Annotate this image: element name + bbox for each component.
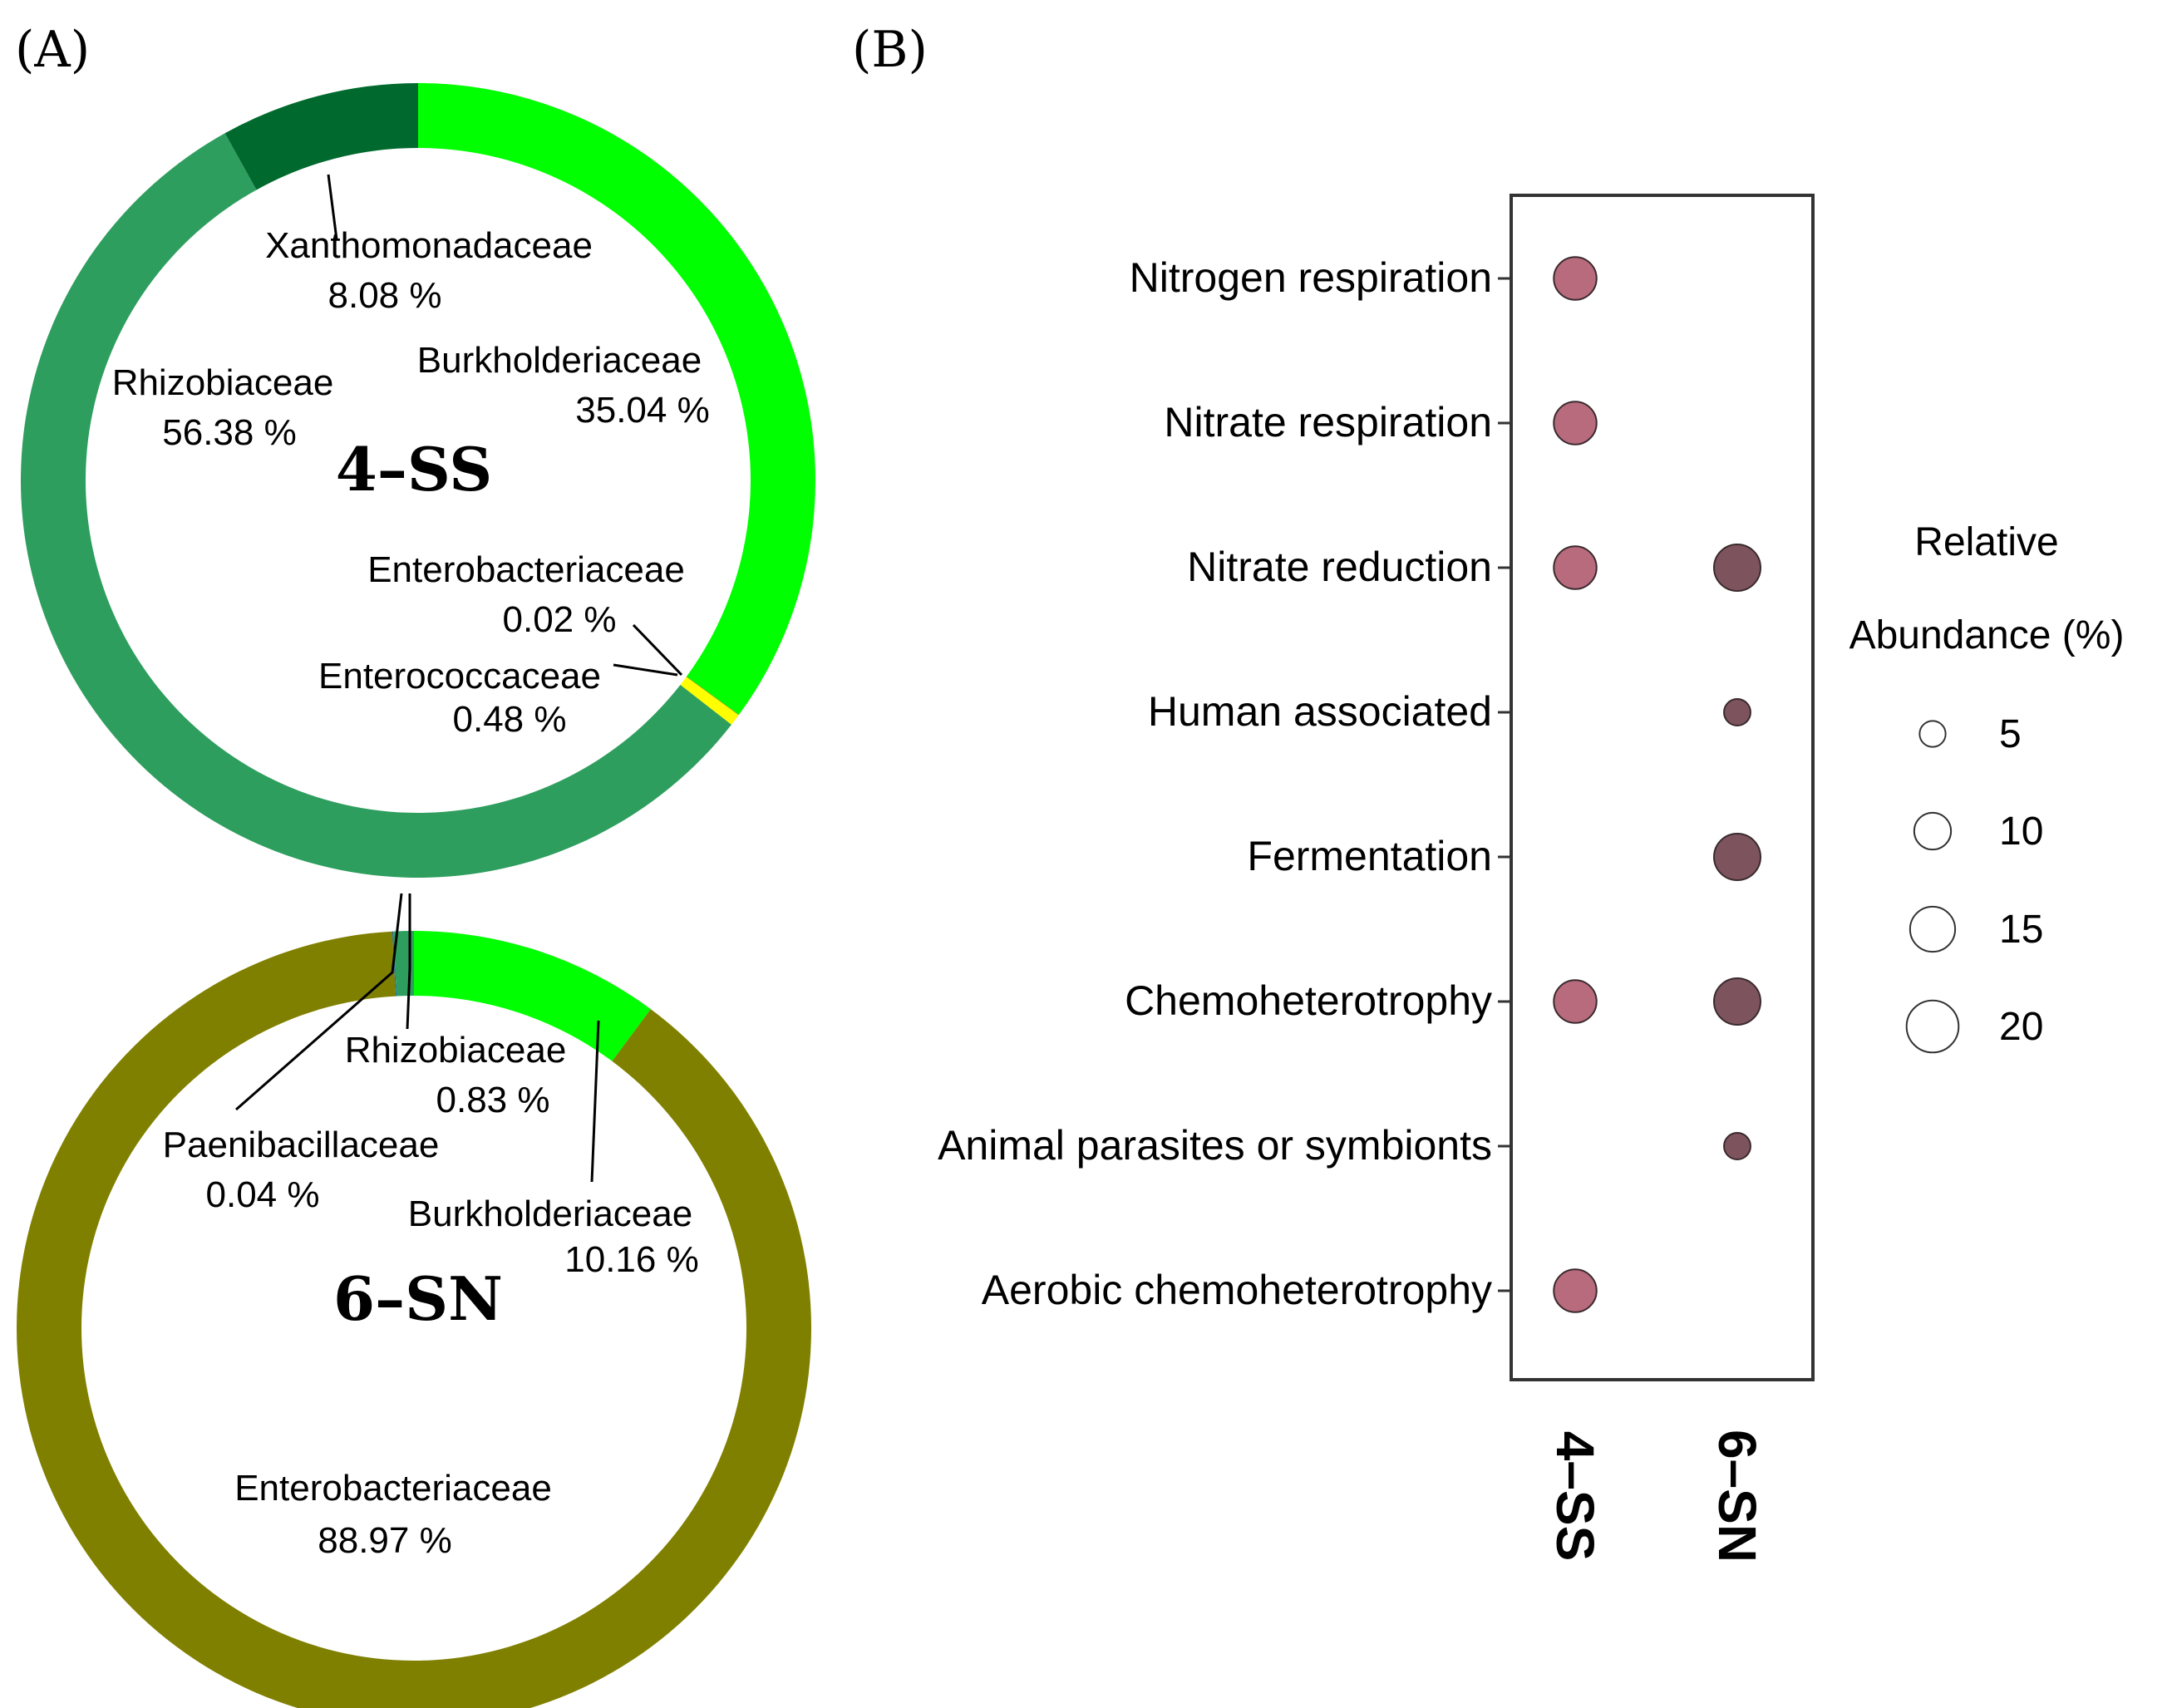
leader-line-burkholderiaceae-6sn <box>590 1020 600 1183</box>
donut-slice-burkholderiaceae-6-sn <box>414 931 651 1061</box>
slice-label-paenibacillaceae-6sn: Paenibacillaceae <box>163 1125 440 1165</box>
slice-label-enterobacteriaceae-4ss: Enterobacteriaceae <box>367 549 685 590</box>
bubble-4-ss-nitrogen-respiration <box>1553 256 1598 301</box>
donut-chart-4ss <box>20 83 815 878</box>
y-tick-label-fermentation: Fermentation <box>1247 833 1492 879</box>
legend-label-20: 20 <box>1999 1005 2043 1049</box>
bubble-6-sn-animal-parasites-or-symbionts <box>1723 1132 1751 1160</box>
slice-value-burkholderiaceae-4ss: 35.04 % <box>575 390 709 431</box>
legend-circle-5 <box>1918 720 1947 748</box>
y-tick-label-animal-parasites-or-symbionts: Animal parasites or symbionts <box>938 1122 1492 1169</box>
donut-slice-enterobacteriaceae-4-ss <box>686 676 740 716</box>
y-tick-label-aerobic-chemoheterotrophy: Aerobic chemoheterotrophy <box>982 1267 1492 1313</box>
bubble-plot-frame <box>1510 194 1815 1381</box>
panel-a-label: (A) <box>15 21 90 79</box>
bubble-4-ss-aerobic-chemoheterotrophy <box>1553 1268 1598 1313</box>
slice-value-enterobacteriaceae-6sn: 88.97 % <box>318 1520 451 1561</box>
x-tick-label-6-sn: 6–SN <box>1707 1430 1767 1563</box>
slice-label-rhizobiaceae-4ss: Rhizobiaceae <box>112 362 334 403</box>
slice-label-enterococcaceae-4ss: Enterococcaceae <box>318 656 601 696</box>
x-tick-label-4-ss: 4–SS <box>1545 1431 1605 1562</box>
legend-title-line1: Relative <box>1914 520 2058 564</box>
slice-value-enterobacteriaceae-4ss: 0.02 % <box>503 599 617 640</box>
bubble-6-sn-nitrate-reduction <box>1713 544 1761 592</box>
bubble-6-sn-chemoheterotrophy <box>1713 977 1761 1026</box>
bubble-plot-x-labels: 4–SS 6–SN <box>1545 1430 1767 1563</box>
slice-value-rhizobiaceae-6sn: 0.83 % <box>436 1080 550 1120</box>
leader-line-rhizobiaceae-6sn <box>406 893 411 1030</box>
y-tick-label-nitrogen-respiration: Nitrogen respiration <box>1130 254 1492 301</box>
bubble-6-sn-human-associated <box>1723 698 1751 726</box>
slice-label-burkholderiaceae-4ss: Burkholderiaceae <box>417 340 702 381</box>
slice-value-enterococcaceae-4ss: 0.48 % <box>453 699 567 740</box>
bubble-plot-points <box>1553 256 1761 1313</box>
bubble-4-ss-chemoheterotrophy <box>1553 979 1598 1024</box>
donut-slice-burkholderiaceae-4-ss <box>418 83 815 715</box>
bubble-4-ss-nitrate-reduction <box>1553 545 1598 590</box>
slice-label-enterobacteriaceae-6sn: Enterobacteriaceae <box>234 1468 552 1509</box>
y-tick-label-human-associated: Human associated <box>1148 688 1492 735</box>
slice-label-burkholderiaceae-6sn: Burkholderiaceae <box>408 1194 692 1234</box>
bubble-4-ss-nitrate-respiration <box>1553 401 1598 445</box>
legend-title-line2: Abundance (%) <box>1849 613 2125 657</box>
bubble-plot-rows: Nitrogen respiration Nitrate respiration N… <box>938 254 1510 1313</box>
donut-4ss-title: 4–SS <box>336 434 493 505</box>
slice-label-rhizobiaceae-6sn: Rhizobiaceae <box>345 1030 567 1071</box>
legend-label-15: 15 <box>1999 908 2043 952</box>
donut-6sn-title: 6–SN <box>333 1263 503 1334</box>
slice-label-xanthomonadaceae-4ss: Xanthomonadaceae <box>265 225 593 266</box>
slice-value-paenibacillaceae-6sn: 0.04 % <box>206 1174 320 1215</box>
slice-value-rhizobiaceae-4ss: 56.38 % <box>162 412 296 453</box>
size-legend: 5 10 15 20 <box>1905 712 2043 1054</box>
leader-line-xanthomonadaceae-4ss <box>327 174 338 240</box>
legend-label-10: 10 <box>1999 810 2043 854</box>
donut-slice-enterococcaceae-4-ss <box>680 677 739 725</box>
donut-slice-xanthomonadaceae-4-ss <box>224 83 418 190</box>
legend-circle-20 <box>1905 999 1960 1054</box>
y-tick-label-nitrate-reduction: Nitrate reduction <box>1187 544 1492 590</box>
legend-circle-15 <box>1909 905 1957 953</box>
leader-line-enterococcaceae-4ss <box>613 663 678 677</box>
y-tick-label-chemoheterotrophy: Chemoheterotrophy <box>1125 977 1492 1024</box>
bubble-6-sn-fermentation <box>1713 833 1761 881</box>
legend-label-5: 5 <box>1999 712 2022 756</box>
slice-value-burkholderiaceae-6sn: 10.16 % <box>564 1239 698 1280</box>
legend-circle-10 <box>1913 811 1953 851</box>
panel-b-label: (B) <box>852 21 928 79</box>
leader-line-enterobacteriaceae-4ss <box>632 623 683 677</box>
slice-value-xanthomonadaceae-4ss: 8.08 % <box>328 275 442 316</box>
leader-line-paenibacillaceae-6sn <box>235 893 403 1111</box>
y-tick-label-nitrate-respiration: Nitrate respiration <box>1164 399 1492 445</box>
